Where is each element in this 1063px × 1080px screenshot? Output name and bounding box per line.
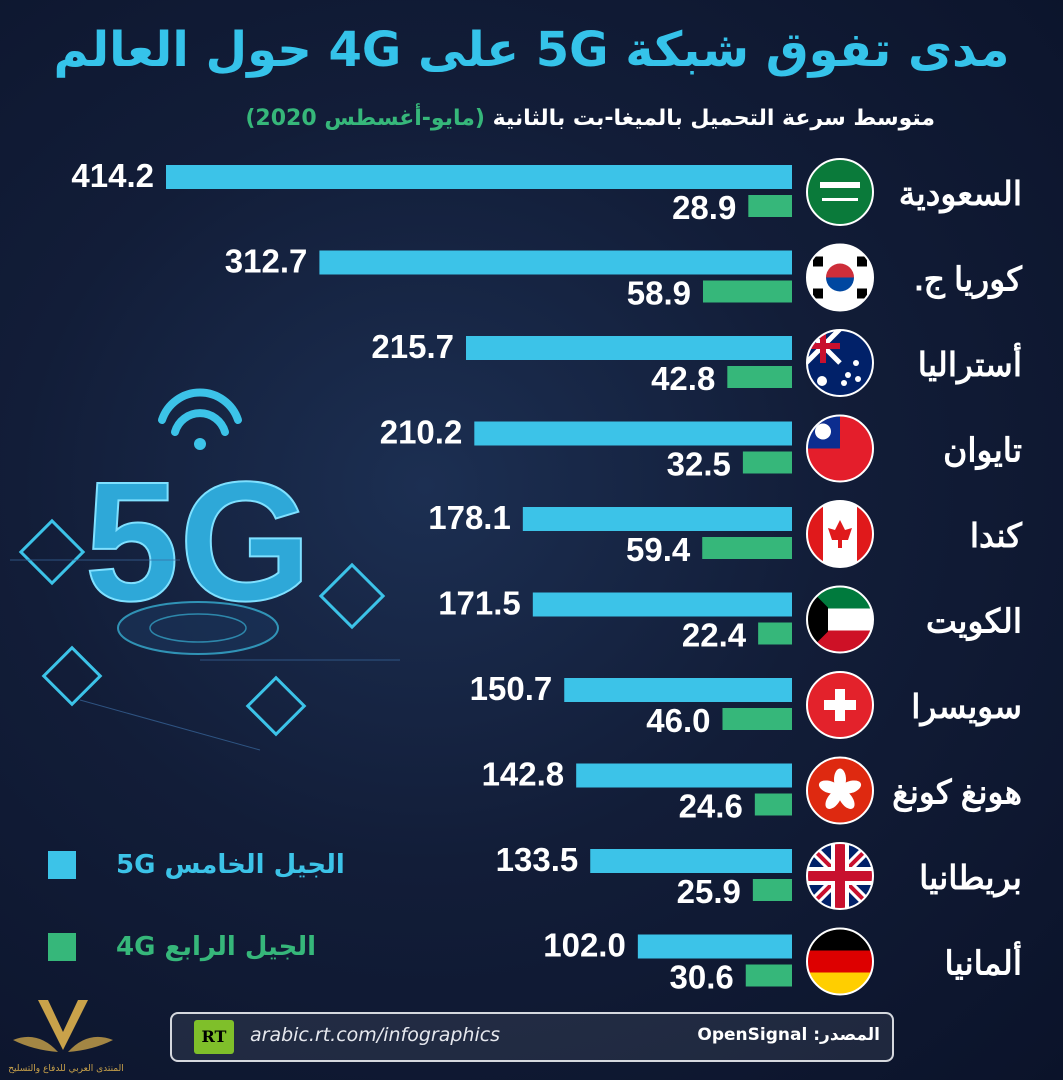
value-label-5g: 414.2: [71, 157, 154, 194]
bar-4g: [748, 195, 792, 217]
value-label-5g: 142.8: [482, 756, 565, 793]
south-korea-flag: [806, 243, 874, 312]
bar-chart: 414.2 28.9 السعودية 312.7 58.9 كوريا ج. 215.7 4…: [71, 157, 1023, 996]
value-label-5g: 171.5: [438, 585, 521, 622]
value-label-5g: 178.1: [428, 499, 511, 536]
footer-url[interactable]: arabic.rt.com/infographics: [250, 1024, 501, 1046]
bar-5g: [319, 250, 792, 275]
value-label-4g: 32.5: [667, 446, 731, 483]
bar-4g: [752, 879, 792, 901]
country-label: سويسرا: [911, 688, 1022, 727]
country-label: الكويت: [926, 603, 1022, 642]
value-label-4g: 46.0: [646, 702, 710, 739]
value-label-5g: 102.0: [543, 927, 626, 964]
legend: الجيل الخامس 5G الجيل الرابع 4G: [48, 840, 368, 1004]
rt-logo: RT: [194, 1020, 234, 1054]
legend-label-4g: الجيل الرابع 4G: [116, 932, 317, 962]
value-label-4g: 30.6: [670, 959, 734, 996]
bar-4g: [742, 451, 792, 474]
bar-4g: [702, 537, 792, 559]
wifi-icon: [158, 388, 242, 450]
footer-source: المصدر: OpenSignal: [697, 1025, 880, 1045]
legend-label-5g: الجيل الخامس 5G: [116, 850, 345, 880]
footer: RT arabic.rt.com/infographics المصدر: Op…: [170, 1012, 894, 1062]
taiwan-flag: [806, 414, 874, 483]
country-label: ألمانيا: [944, 941, 1022, 982]
country-label: كوريا ج.: [914, 261, 1023, 300]
value-label-4g: 28.9: [672, 189, 736, 226]
watermark-logo: [13, 1000, 113, 1052]
country-label: هونغ كونغ: [892, 774, 1022, 813]
country-label: كندا: [970, 517, 1023, 554]
value-label-5g: 133.5: [496, 841, 579, 878]
value-label-4g: 42.8: [651, 360, 715, 397]
subtitle: متوسط سرعة التحميل بالميغا-بت بالثانية (…: [245, 106, 935, 131]
bar-5g: [466, 336, 792, 360]
switzerland-flag: [806, 671, 874, 739]
united-kingdom-flag: [806, 842, 874, 910]
bar-4g: [727, 366, 792, 388]
country-label: أستراليا: [918, 342, 1022, 385]
5g-big-label: 5G: [85, 447, 312, 637]
value-label-4g: 25.9: [677, 873, 741, 910]
bar-4g: [702, 280, 792, 303]
country-label: السعودية: [899, 175, 1022, 214]
bar-5g: [576, 763, 792, 788]
value-label-4g: 22.4: [682, 617, 747, 654]
country-label: تايوان: [943, 432, 1022, 471]
subtitle-period: (مايو-أغسطس 2020): [245, 106, 485, 131]
canada-flag: [806, 500, 874, 568]
platform: [117, 601, 279, 655]
bar-5g: [166, 165, 792, 189]
country-label: بريطانيا: [919, 859, 1022, 898]
bar-4g: [745, 964, 792, 987]
bar-5g: [590, 849, 792, 873]
kuwait-flag: [806, 585, 874, 654]
watermark-text: المنتدى العربي للدفاع والتسليح: [8, 1064, 124, 1074]
value-label-4g: 59.4: [626, 531, 691, 568]
legend-item-4g: الجيل الرابع 4G: [48, 922, 368, 972]
bar-5g: [564, 678, 792, 702]
bar-4g: [754, 793, 792, 816]
legend-swatch-4g: [48, 933, 76, 961]
bar-4g: [722, 708, 792, 730]
saudi-arabia-flag: [806, 158, 874, 226]
value-label-5g: 150.7: [470, 670, 553, 707]
hong-kong-flag: [806, 756, 874, 825]
legend-item-5g: الجيل الخامس 5G: [48, 840, 368, 890]
germany-flag: [806, 927, 874, 996]
australia-flag: [806, 329, 874, 397]
value-label-5g: 215.7: [371, 328, 454, 365]
chip-icons: [18, 518, 386, 737]
value-label-4g: 58.9: [627, 275, 691, 312]
value-label-5g: 210.2: [380, 414, 463, 451]
bar-5g: [532, 592, 792, 617]
5g-illustration: 5G: [10, 388, 400, 751]
bar-5g: [474, 421, 792, 446]
value-label-5g: 312.7: [225, 243, 308, 280]
subtitle-text: متوسط سرعة التحميل بالميغا-بت بالثانية: [492, 106, 935, 131]
bar-4g: [758, 622, 792, 645]
value-label-4g: 24.6: [679, 788, 743, 825]
bar-5g: [522, 507, 792, 531]
page-title: مدى تفوق شبكة 5G على 4G حول العالم: [53, 22, 1010, 78]
bar-5g: [637, 934, 792, 959]
legend-swatch-5g: [48, 851, 76, 879]
